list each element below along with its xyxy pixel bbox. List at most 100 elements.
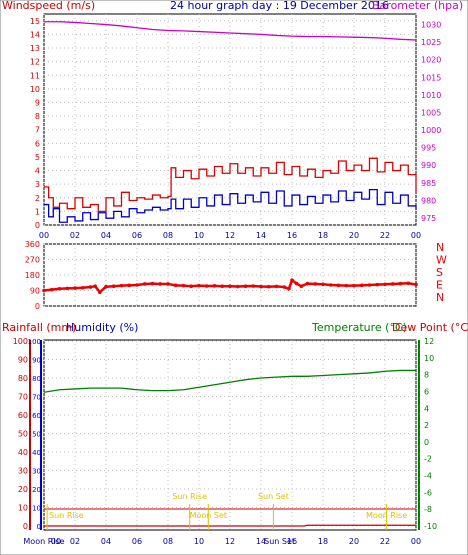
rain-time-tick-label: 08 xyxy=(163,537,173,546)
windspeed-tick-label: 7 xyxy=(35,126,40,135)
windspeed-tick-label: 6 xyxy=(35,139,40,148)
wind-direction-point xyxy=(367,283,372,287)
dew-point-axis-title: Dew Point (°C) xyxy=(392,321,468,334)
barometer-axis-title: Barometer (hpa) xyxy=(372,0,463,12)
compass-label: S xyxy=(436,266,443,279)
humidity-axis-title: Humidity (%) xyxy=(66,321,138,334)
rain-time-tick-label: 04 xyxy=(101,537,111,546)
wind-time-tick-label: 02 xyxy=(70,231,80,240)
wind-direction-point xyxy=(383,282,387,287)
wind-direction-point xyxy=(49,287,54,292)
wind-direction-point xyxy=(287,286,291,291)
temperature-tick-label: 10 xyxy=(424,354,434,363)
wind-gust-line xyxy=(44,157,417,213)
humidity-tick-label: 50 xyxy=(32,431,41,439)
barometer-tick-label: 980 xyxy=(421,196,436,205)
direction-degree-label: 360 xyxy=(25,240,40,249)
barometer-tick-label: 1010 xyxy=(421,91,441,100)
humidity-tick-label: 30 xyxy=(32,468,41,476)
temperature-tick-label: 6 xyxy=(424,387,429,396)
wind-time-tick-label: 00 xyxy=(411,231,421,240)
wind-time-tick-label: 16 xyxy=(287,231,297,240)
temperature-tick-label: -6 xyxy=(424,488,432,497)
wind-direction-point xyxy=(274,284,279,289)
barometer-tick-label: 975 xyxy=(421,214,436,223)
wind-direction-point xyxy=(243,284,248,288)
rainfall-tick-label: 70 xyxy=(18,393,28,402)
rain-time-tick-label: 06 xyxy=(132,537,142,546)
barometer-tick-label: 1030 xyxy=(421,21,441,30)
wind-direction-line xyxy=(43,278,417,295)
wind-speed-line xyxy=(44,188,417,223)
rain-time-tick-label: 00 xyxy=(51,537,61,546)
wind-direction-point xyxy=(299,284,304,288)
wind-direction-point xyxy=(158,282,163,286)
windspeed-tick-label: 8 xyxy=(35,112,40,121)
wind-direction-point xyxy=(212,284,217,288)
rainfall-tick-label: 40 xyxy=(18,448,28,457)
temperature-tick-labels: 12 10 8 6 4 2 0 -2 -4 -6 -8 -10 xyxy=(424,337,437,531)
annotation-label: Moon Rise xyxy=(366,511,407,520)
wind-direction-point xyxy=(259,284,263,289)
wind-direction-point xyxy=(294,281,299,286)
wind-direction-point xyxy=(181,283,186,288)
windspeed-tick-label: 10 xyxy=(30,85,40,94)
compass-label: E xyxy=(436,279,443,292)
wind-direction-point xyxy=(336,283,341,288)
wind-time-tick-label: 14 xyxy=(256,231,266,240)
rainfall-tick-label: 90 xyxy=(18,356,28,365)
humidity-tick-label: 80 xyxy=(32,375,41,383)
annotation-label: Moon Set xyxy=(190,511,227,520)
wind-direction-point xyxy=(228,284,232,288)
direction-degree-label: 90 xyxy=(30,287,40,296)
barometer-tick-labels: 975 980 985 990 995 1000 1005 1010 1015 1020 1025 1… xyxy=(421,21,441,223)
windspeed-tick-label: 0 xyxy=(35,221,40,230)
wind-direction-point xyxy=(290,278,294,282)
wind-time-tick-label: 22 xyxy=(380,231,390,240)
wind-direction-point xyxy=(166,282,170,286)
wind-direction-point xyxy=(398,281,403,286)
windspeed-tick-label: 11 xyxy=(30,71,40,80)
windspeed-axis-title: Windspeed (m/s) xyxy=(2,0,95,12)
wind-direction-point xyxy=(57,286,62,291)
windspeed-tick-label: 9 xyxy=(35,98,40,107)
rain-time-tick-label: 16 xyxy=(287,537,297,546)
windspeed-tick-label: 1 xyxy=(35,207,40,216)
rain-time-tick-label: 00 xyxy=(411,537,421,546)
rain-time-tick-label: 20 xyxy=(349,537,359,546)
rain-time-tick-label: 18 xyxy=(318,537,328,546)
moon-rise-bottom-label: Moon Rise xyxy=(23,537,64,546)
humidity-tick-label: 60 xyxy=(32,412,41,420)
humidity-tick-label: 40 xyxy=(32,449,41,457)
wind-time-tick-label: 08 xyxy=(163,231,173,240)
temperature-tick-label: -4 xyxy=(424,472,432,481)
humidity-tick-label: 0 xyxy=(37,523,41,531)
direction-degree-label: 180 xyxy=(25,271,40,280)
rain-humidity-tick-labels: 0 0 10 10 20 20 30 30 40 40 50 50 60 60 70 70 80 80 90 90 10… xyxy=(13,337,41,531)
humidity-tick-label: 10 xyxy=(32,505,41,513)
barometer-tick-label: 1000 xyxy=(421,126,441,135)
wind-direction-point xyxy=(119,283,124,288)
wind-direction-point xyxy=(65,286,70,291)
wind-direction-series xyxy=(42,278,418,295)
wind-direction-point xyxy=(414,282,418,287)
temperature-tick-label: 2 xyxy=(424,421,429,430)
wind-direction-point xyxy=(266,284,271,289)
windspeed-tick-label: 2 xyxy=(35,194,40,203)
wind-time-tick-label: 06 xyxy=(132,231,142,240)
windspeed-tick-label: 12 xyxy=(30,58,40,67)
wind-direction-point xyxy=(197,283,201,288)
barometer-tick-label: 1020 xyxy=(421,56,441,65)
rain-time-tick-label: 10 xyxy=(194,537,204,546)
windspeed-tick-label: 13 xyxy=(30,44,40,53)
rainfall-tick-label: 30 xyxy=(18,467,28,476)
wind-direction-point xyxy=(328,283,333,287)
wind-direction-point xyxy=(98,290,102,295)
windspeed-tick-label: 15 xyxy=(30,17,40,26)
rainfall-tick-label: 60 xyxy=(18,411,28,420)
